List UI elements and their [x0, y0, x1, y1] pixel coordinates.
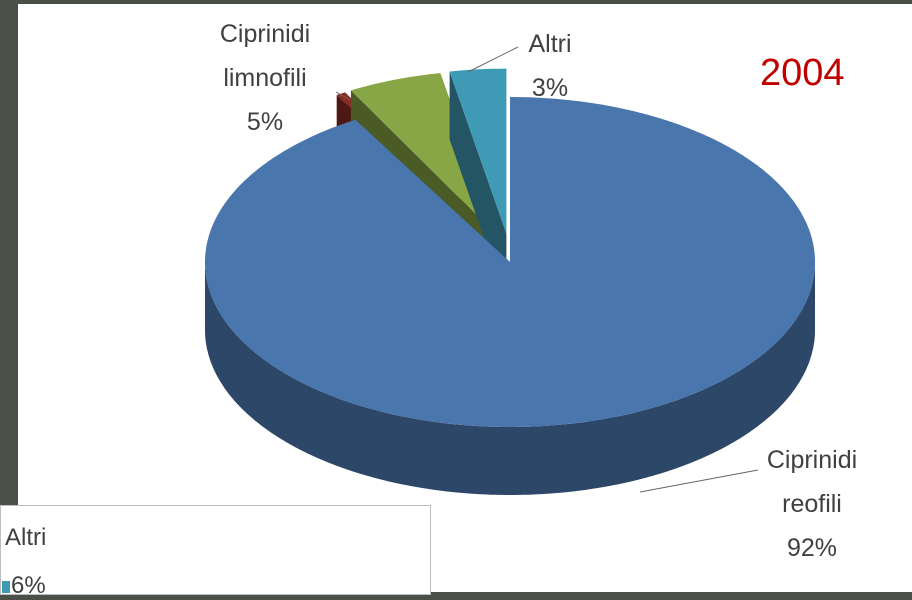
leader-line — [467, 46, 519, 73]
slice — [2, 581, 10, 593]
slice-side — [205, 262, 815, 495]
leader-line — [639, 469, 759, 493]
data-label: 6% — [11, 572, 46, 599]
chart-title: 2004 — [760, 52, 845, 94]
slice — [350, 73, 498, 236]
leader-line — [335, 91, 351, 101]
second-chart: Altri 6% — [0, 505, 431, 599]
data-label-group: Ciprinidi limnofili 5% — [190, 12, 340, 144]
data-label-group: Altri 3% — [510, 22, 590, 110]
value-label: 92% — [786, 534, 838, 562]
value-label: 5% — [246, 108, 284, 136]
category-label: Ciprinidi limnofili — [219, 20, 311, 92]
legend-label: Altri — [5, 524, 47, 551]
slice-cut-face — [449, 71, 507, 302]
data-label-group: Ciprinidi reofili 92% — [752, 438, 872, 570]
slice — [449, 68, 507, 234]
category-label: Ciprinidi reofili — [766, 446, 858, 518]
value-label: 3% — [531, 74, 569, 102]
category-label: Altri — [528, 30, 572, 58]
slice — [205, 97, 815, 427]
